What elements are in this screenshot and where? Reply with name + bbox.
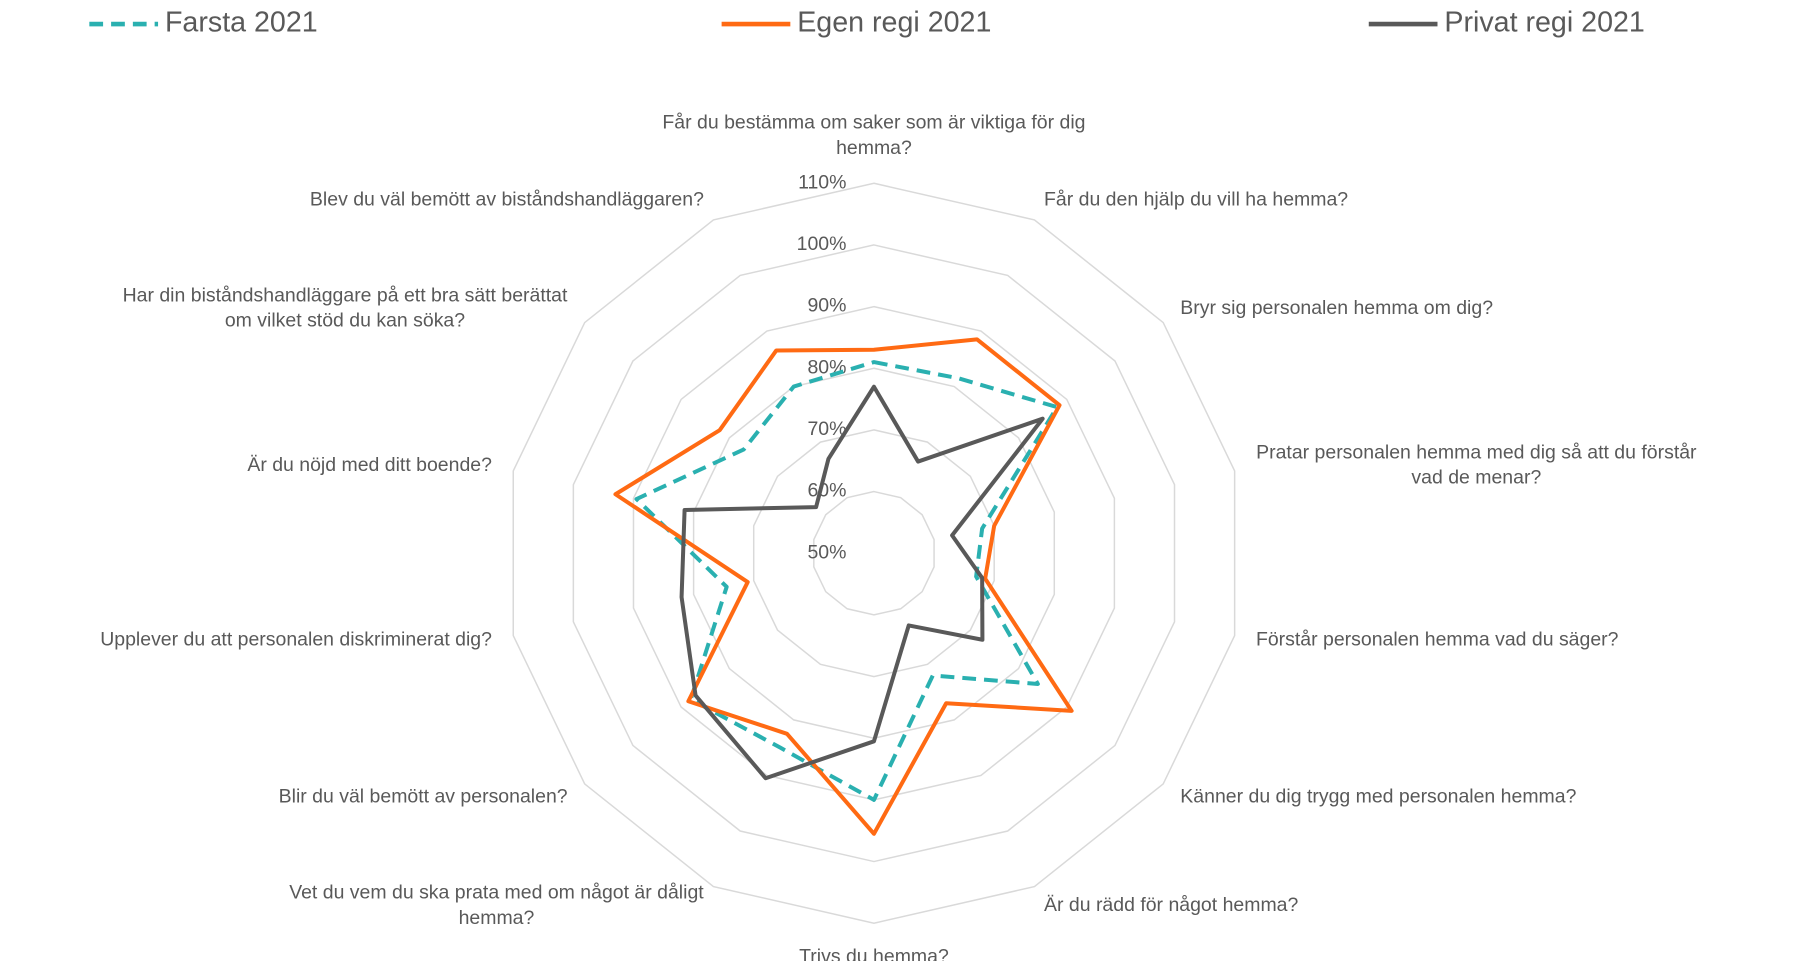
r-tick-label: 110% (798, 171, 846, 193)
legend-label: Farsta 2021 (165, 7, 318, 39)
category-label: Bryr sig personalen hemma om dig? (1180, 297, 1493, 319)
legend-label: Egen regi 2021 (797, 7, 991, 39)
series-line (634, 360, 1060, 802)
grid-ring (572, 244, 1176, 863)
category-label: Får du den hjälp du vill ha hemma? (1044, 188, 1348, 210)
r-tick-label: 80% (807, 356, 846, 378)
category-label: Har din biståndshandläggare på ett bra s… (123, 285, 568, 332)
category-label: Är du nöjd med ditt boende? (247, 454, 492, 476)
category-label: Förstår personalen hemma vad du säger? (1256, 629, 1619, 651)
category-label: Blir du väl bemött av personalen? (279, 786, 568, 808)
category-label: Upplever du att personalen diskriminerat… (100, 629, 492, 651)
legend-label: Privat regi 2021 (1444, 7, 1644, 39)
r-tick-label: 90% (807, 295, 846, 317)
category-label: Trivs du hemma? (799, 946, 949, 961)
series-line (613, 337, 1074, 836)
r-tick-label: 60% (807, 480, 846, 502)
category-label: Får du bestämma om saker som är viktiga … (662, 112, 1085, 159)
category-label: Vet du vem du ska prata med om något är … (289, 882, 704, 929)
grid-ring (752, 429, 995, 678)
category-label: Är du rädd för något hemma? (1044, 894, 1298, 916)
grid-ring (692, 367, 1056, 739)
r-tick-label: 70% (807, 418, 846, 440)
grid-ring (813, 490, 935, 616)
category-label: Känner du dig trygg med personalen hemma… (1180, 786, 1576, 808)
r-tick-label: 50% (807, 541, 846, 563)
category-label: Pratar personalen hemma med dig så att d… (1256, 442, 1697, 489)
category-label: Blev du väl bemött av biståndshandläggar… (310, 188, 704, 210)
grid-ring (512, 182, 1236, 924)
series-line (679, 384, 1045, 781)
r-tick-label: 100% (797, 233, 847, 255)
